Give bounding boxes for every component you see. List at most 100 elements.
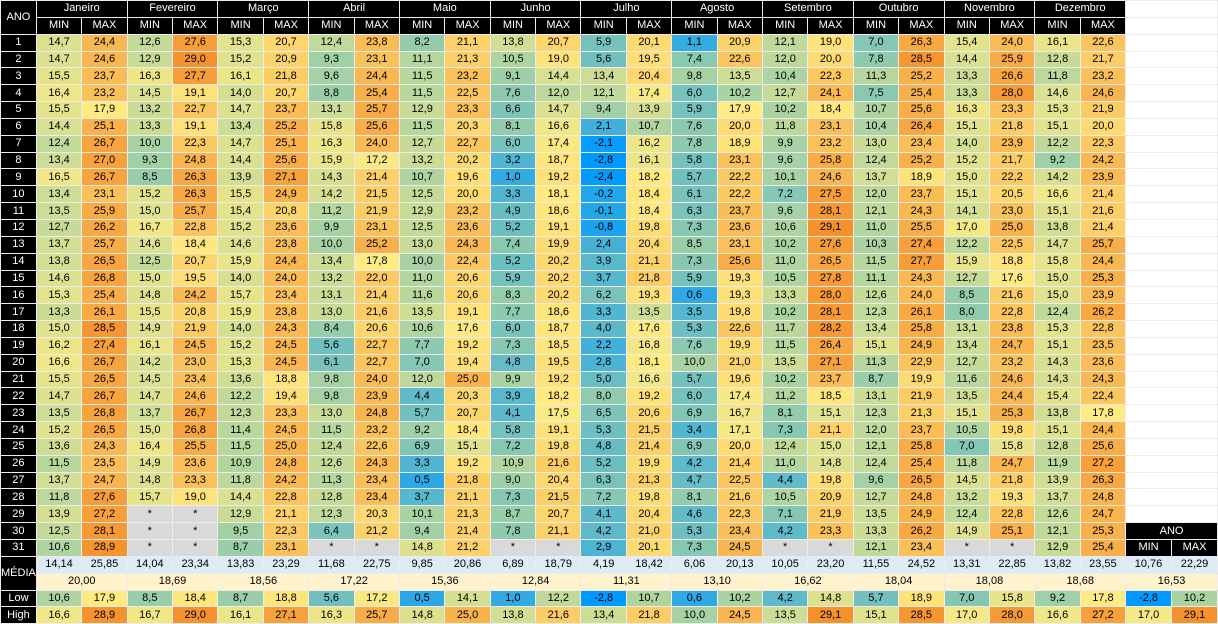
- min-cell[interactable]: 7,2: [761, 185, 809, 204]
- min-cell[interactable]: 12,1: [852, 202, 900, 220]
- min-cell[interactable]: 8,5: [943, 286, 990, 305]
- max-cell[interactable]: 22,7: [353, 336, 400, 355]
- max-cell[interactable]: 22,6: [716, 50, 763, 69]
- max-cell[interactable]: 18,2: [535, 387, 582, 406]
- min-cell[interactable]: 15,3: [35, 286, 83, 305]
- max-cell[interactable]: 24,5: [716, 539, 763, 557]
- min-cell[interactable]: 8,1: [761, 404, 809, 423]
- max-cell[interactable]: 21,1: [535, 522, 582, 540]
- max-cell[interactable]: 18,6: [535, 202, 582, 220]
- min-cell[interactable]: 15,9: [308, 151, 355, 170]
- min-cell[interactable]: 5,8: [489, 421, 537, 439]
- min-cell[interactable]: 4,2: [761, 522, 809, 540]
- max-cell[interactable]: 25,2: [898, 67, 945, 86]
- min-cell[interactable]: 8,1: [489, 117, 537, 136]
- min-cell[interactable]: 14,3: [1034, 370, 1081, 389]
- max-cell[interactable]: 26,1: [898, 303, 945, 322]
- max-cell[interactable]: 21,8: [988, 117, 1036, 136]
- max-cell[interactable]: 19,1: [535, 218, 582, 237]
- max-cell[interactable]: 27,5: [807, 185, 854, 204]
- max-cell[interactable]: 19,3: [988, 488, 1036, 507]
- min-cell[interactable]: 15,1: [1034, 336, 1081, 355]
- max-cell[interactable]: 26,3: [898, 33, 945, 52]
- max-cell[interactable]: 23,2: [353, 421, 400, 439]
- min-cell[interactable]: *: [126, 522, 174, 540]
- min-cell[interactable]: 3,5: [671, 303, 718, 322]
- max-cell[interactable]: 20,7: [172, 252, 219, 271]
- min-cell[interactable]: 13,3: [943, 84, 990, 103]
- min-cell[interactable]: 12,7: [852, 488, 900, 507]
- min-cell[interactable]: 13,0: [308, 404, 355, 423]
- max-cell[interactable]: 18,7: [535, 320, 582, 338]
- max-cell[interactable]: 24,5: [262, 353, 310, 372]
- min-cell[interactable]: 15,3: [217, 33, 264, 52]
- min-cell[interactable]: 11,3: [308, 471, 355, 490]
- max-cell[interactable]: 16,8: [625, 336, 673, 355]
- min-cell[interactable]: 13,3: [761, 286, 809, 305]
- max-cell[interactable]: 28,1: [807, 303, 854, 322]
- min-cell[interactable]: 10,5: [761, 269, 809, 288]
- max-cell[interactable]: 21,1: [444, 33, 491, 52]
- max-cell[interactable]: 20,6: [444, 286, 491, 305]
- max-cell[interactable]: 27,0: [81, 151, 128, 170]
- min-cell[interactable]: 4,7: [671, 471, 718, 490]
- max-cell[interactable]: 23,6: [172, 454, 219, 473]
- min-cell[interactable]: 8,0: [943, 303, 990, 322]
- max-cell[interactable]: 10,7: [625, 117, 673, 136]
- max-cell[interactable]: 24,3: [353, 454, 400, 473]
- max-cell[interactable]: 25,6: [353, 117, 400, 136]
- min-cell[interactable]: 13,2: [308, 269, 355, 288]
- min-cell[interactable]: 10,5: [943, 421, 990, 439]
- max-cell[interactable]: 20,7: [444, 404, 491, 423]
- min-cell[interactable]: 2,1: [580, 117, 627, 136]
- max-cell[interactable]: 13,5: [625, 303, 673, 322]
- min-cell[interactable]: 11,8: [35, 488, 83, 507]
- min-cell[interactable]: 11,8: [1034, 67, 1081, 86]
- max-cell[interactable]: 10,2: [716, 84, 763, 103]
- min-cell[interactable]: 6,3: [671, 202, 718, 220]
- max-cell[interactable]: 19,9: [625, 454, 673, 473]
- max-cell[interactable]: 17,6: [625, 320, 673, 338]
- max-cell[interactable]: 19,8: [535, 437, 582, 456]
- min-cell[interactable]: 15,8: [308, 117, 355, 136]
- min-cell[interactable]: 3,4: [671, 421, 718, 439]
- min-cell[interactable]: 10,0: [126, 134, 174, 153]
- min-cell[interactable]: 11,2: [761, 387, 809, 406]
- max-cell[interactable]: 19,5: [535, 353, 582, 372]
- max-cell[interactable]: 24,8: [172, 151, 219, 170]
- max-cell[interactable]: 21,9: [807, 505, 854, 524]
- max-cell[interactable]: 23,0: [172, 353, 219, 372]
- min-cell[interactable]: 12,7: [943, 269, 990, 288]
- max-cell[interactable]: 21,1: [444, 488, 491, 507]
- max-cell[interactable]: 26,4: [807, 336, 854, 355]
- min-cell[interactable]: 14,3: [1034, 353, 1081, 372]
- max-cell[interactable]: 18,4: [444, 421, 491, 439]
- min-cell[interactable]: 12,5: [398, 185, 446, 204]
- max-cell[interactable]: 22,7: [444, 134, 491, 153]
- min-cell[interactable]: 13,7: [35, 471, 83, 490]
- min-cell[interactable]: 12,4: [308, 437, 355, 456]
- min-cell[interactable]: 10,3: [852, 235, 900, 254]
- max-cell[interactable]: 19,2: [535, 168, 582, 187]
- max-cell[interactable]: 23,1: [353, 218, 400, 237]
- min-cell[interactable]: 9,1: [489, 67, 537, 86]
- min-cell[interactable]: 4,9: [489, 202, 537, 220]
- max-cell[interactable]: 21,4: [1079, 218, 1127, 237]
- max-cell[interactable]: 17,2: [353, 151, 400, 170]
- min-cell[interactable]: 13,4: [852, 320, 900, 338]
- max-cell[interactable]: 21,3: [444, 505, 491, 524]
- min-cell[interactable]: 12,5: [35, 522, 83, 540]
- max-cell[interactable]: 18,7: [535, 151, 582, 170]
- min-cell[interactable]: 14,6: [217, 235, 264, 254]
- max-cell[interactable]: 23,3: [262, 404, 310, 423]
- min-cell[interactable]: 15,5: [35, 370, 83, 389]
- min-cell[interactable]: 12,8: [1034, 437, 1081, 456]
- max-cell[interactable]: 19,5: [172, 269, 219, 288]
- min-cell[interactable]: 5,3: [671, 522, 718, 540]
- max-cell[interactable]: 23,3: [988, 101, 1036, 119]
- min-cell[interactable]: 7,5: [852, 84, 900, 103]
- min-cell[interactable]: 16,3: [308, 134, 355, 153]
- min-cell[interactable]: 12,3: [852, 404, 900, 423]
- max-cell[interactable]: 28,1: [81, 522, 128, 540]
- min-cell[interactable]: 2,4: [580, 235, 627, 254]
